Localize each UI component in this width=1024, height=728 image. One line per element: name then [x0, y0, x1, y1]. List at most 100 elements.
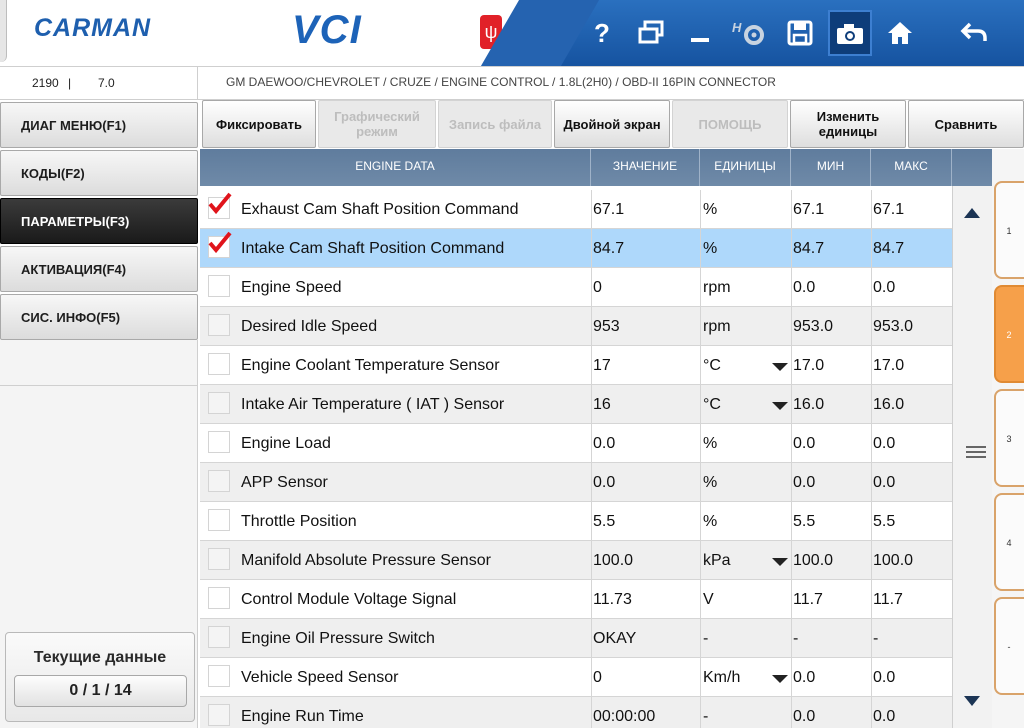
scroll-grip-icon[interactable] — [966, 446, 986, 461]
column-divider — [700, 463, 701, 502]
row-checkbox[interactable] — [208, 431, 230, 453]
param-value: 5.5 — [593, 513, 616, 530]
row-checkbox[interactable] — [208, 548, 230, 570]
compare-button[interactable]: Сравнить — [908, 100, 1024, 148]
param-value: 11.73 — [593, 591, 632, 608]
unit-dropdown-icon[interactable] — [772, 675, 788, 683]
row-checkbox[interactable] — [208, 587, 230, 609]
unit-dropdown-icon[interactable] — [772, 402, 788, 410]
column-divider — [871, 502, 872, 541]
dual-screen-button[interactable]: Двойной экран — [554, 100, 670, 148]
row-checkbox[interactable] — [208, 314, 230, 336]
param-min: 0.0 — [793, 279, 816, 296]
home-button[interactable] — [878, 10, 922, 56]
table-row[interactable]: Vehicle Speed Sensor 0 Km/h 0.0 0.0 — [200, 658, 952, 697]
param-min: 16.0 — [793, 396, 825, 413]
column-divider — [591, 502, 592, 541]
save-button[interactable] — [778, 10, 822, 56]
column-divider — [591, 346, 592, 385]
side-handle[interactable] — [0, 0, 7, 62]
record-file-button[interactable]: Запись файла — [438, 100, 552, 148]
column-divider — [700, 385, 701, 424]
row-checkbox[interactable] — [208, 509, 230, 531]
row-checkbox[interactable] — [208, 231, 232, 258]
param-unit[interactable]: °C — [703, 357, 721, 374]
change-units-button[interactable]: Изменить единицы — [790, 100, 906, 148]
param-min: 0.0 — [793, 435, 816, 452]
param-value: 0 — [593, 279, 602, 296]
row-checkbox[interactable] — [208, 665, 230, 687]
help-icon: ? — [594, 18, 610, 48]
check-icon — [208, 231, 232, 253]
nav-parameters[interactable]: ПАРАМЕТРЫ(F3) — [0, 198, 198, 244]
param-min: - — [793, 630, 799, 647]
param-unit[interactable]: Km/h — [703, 669, 741, 686]
column-divider — [871, 190, 872, 229]
scroll-up-icon[interactable] — [964, 208, 980, 218]
back-button[interactable] — [952, 10, 996, 56]
col-units[interactable]: ЕДИНИЦЫ — [700, 149, 791, 186]
table-row[interactable]: Intake Cam Shaft Position Command 84.7% 84… — [200, 229, 952, 268]
param-name: Desired Idle Speed — [241, 318, 378, 335]
help-button[interactable]: ? — [580, 10, 624, 56]
settings-button[interactable]: H — [727, 10, 771, 56]
table-row[interactable]: Throttle Position 5.5% 5.5 5.5 — [200, 502, 952, 541]
row-checkbox[interactable] — [208, 704, 230, 726]
nav-diag-menu[interactable]: ДИАГ МЕНЮ(F1) — [0, 102, 198, 148]
unit-dropdown-icon[interactable] — [772, 558, 788, 566]
table-row[interactable]: Exhaust Cam Shaft Position Command 67.1% 6… — [200, 190, 952, 229]
column-divider — [700, 229, 701, 268]
table-row[interactable]: Desired Idle Speed 953 rpm 953.0 953.0 — [200, 307, 952, 346]
row-checkbox[interactable] — [208, 470, 230, 492]
minimize-button[interactable] — [678, 10, 722, 56]
param-unit[interactable]: kPa — [703, 552, 731, 569]
row-checkbox[interactable] — [208, 192, 232, 219]
table-row[interactable]: APP Sensor 0.0% 0.0 0.0 — [200, 463, 952, 502]
row-checkbox[interactable] — [208, 275, 230, 297]
camera-button[interactable] — [828, 10, 872, 56]
graph-mode-button[interactable]: Графический режим — [318, 100, 436, 148]
vehicle-code: 2190 — [32, 76, 59, 90]
current-data-counter[interactable]: 0 / 1 / 14 — [14, 675, 187, 707]
nav-activation[interactable]: АКТИВАЦИЯ(F4) — [0, 246, 198, 292]
column-divider — [791, 658, 792, 697]
table-row[interactable]: Engine Run Time 00:00:00 - 0.0 0.0 — [200, 697, 952, 728]
table-row[interactable]: Engine Load 0.0% 0.0 0.0 — [200, 424, 952, 463]
page-tab-5[interactable]: - — [994, 597, 1024, 695]
save-icon — [787, 20, 813, 46]
row-checkbox[interactable] — [208, 626, 230, 648]
window-button[interactable] — [629, 10, 673, 56]
row-checkbox[interactable] — [208, 353, 230, 375]
nav-codes[interactable]: КОДЫ(F2) — [0, 150, 198, 196]
page-tab-4[interactable]: 4 — [994, 493, 1024, 591]
col-min[interactable]: МИН — [791, 149, 871, 186]
nav-sys-info[interactable]: СИС. ИНФО(F5) — [0, 294, 198, 340]
toolbar — [540, 0, 1024, 66]
table-row[interactable]: Engine Coolant Temperature Sensor 17 °C 17.… — [200, 346, 952, 385]
freeze-button[interactable]: Фиксировать — [202, 100, 316, 148]
col-max[interactable]: МАКС — [871, 149, 952, 186]
scrollbar[interactable] — [952, 186, 992, 728]
page-tab-3[interactable]: 3 — [994, 389, 1024, 487]
page-tab-2[interactable]: 2 — [994, 285, 1024, 383]
param-name: Intake Air Temperature ( IAT ) Sensor — [241, 396, 505, 413]
row-checkbox[interactable] — [208, 392, 230, 414]
scroll-down-icon[interactable] — [964, 696, 980, 706]
table-row[interactable]: Manifold Absolute Pressure Sensor 100.0 kP… — [200, 541, 952, 580]
table-row[interactable]: Engine Speed 0 rpm 0.0 0.0 — [200, 268, 952, 307]
unit-dropdown-icon[interactable] — [772, 363, 788, 371]
software-version: 7.0 — [98, 76, 115, 90]
column-divider — [591, 307, 592, 346]
col-value[interactable]: ЗНАЧЕНИЕ — [591, 149, 700, 186]
param-unit[interactable]: °C — [703, 396, 721, 413]
col-engine-data[interactable]: ENGINE DATA — [200, 149, 591, 186]
param-value: 0.0 — [593, 474, 616, 491]
table-row[interactable]: Intake Air Temperature ( IAT ) Sensor 16 °… — [200, 385, 952, 424]
column-divider — [791, 346, 792, 385]
table-row[interactable]: Engine Oil Pressure Switch OKAY - - - — [200, 619, 952, 658]
page-tab-1[interactable]: 1 — [994, 181, 1024, 279]
table-row[interactable]: Control Module Voltage Signal 11.73 V 11.7 1… — [200, 580, 952, 619]
help-text-button[interactable]: ПОМОЩЬ — [672, 100, 788, 148]
param-unit: % — [703, 474, 718, 491]
page-tab-label: 2 — [1006, 330, 1012, 340]
